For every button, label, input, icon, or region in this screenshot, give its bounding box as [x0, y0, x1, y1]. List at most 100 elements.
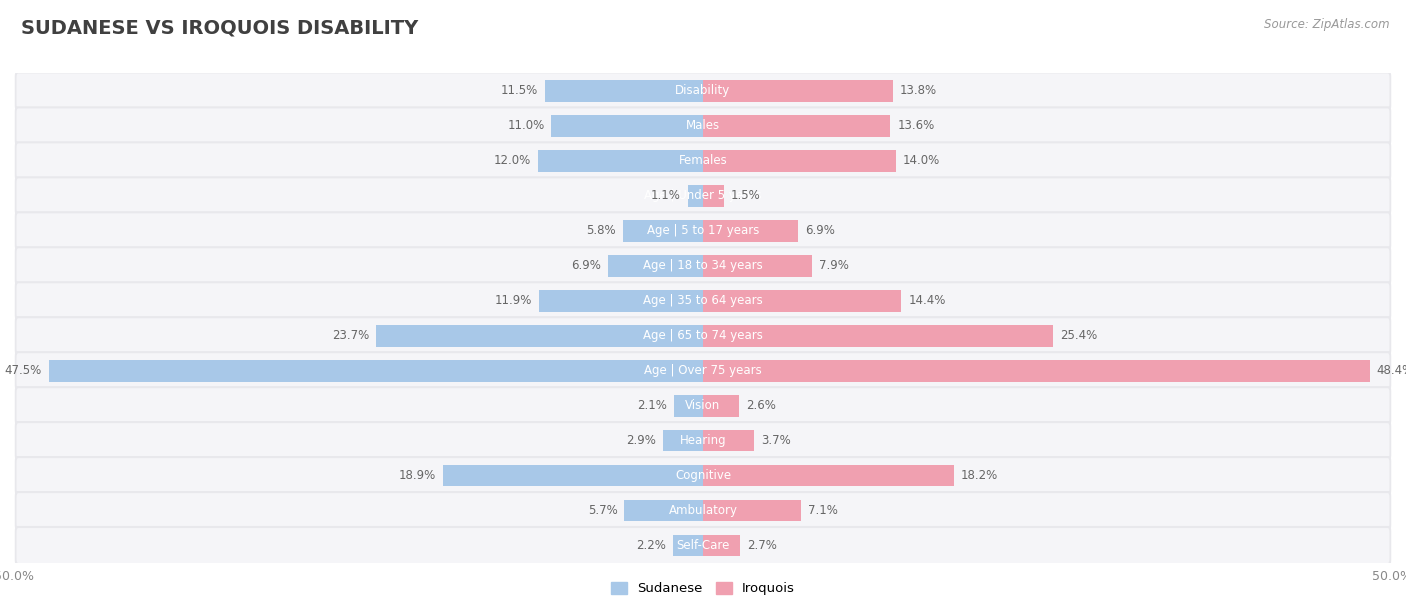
Text: 7.1%: 7.1%: [807, 504, 838, 517]
Bar: [377, 325, 703, 346]
FancyBboxPatch shape: [14, 106, 1392, 146]
FancyBboxPatch shape: [17, 423, 1389, 458]
Text: Ambulatory: Ambulatory: [668, 504, 738, 517]
Text: 13.8%: 13.8%: [900, 84, 938, 97]
Bar: [443, 465, 703, 487]
Bar: [538, 290, 703, 312]
Text: 25.4%: 25.4%: [1060, 329, 1097, 342]
FancyBboxPatch shape: [14, 141, 1392, 181]
Text: 14.4%: 14.4%: [908, 294, 946, 307]
Text: 18.9%: 18.9%: [398, 469, 436, 482]
Text: 13.6%: 13.6%: [897, 119, 935, 132]
FancyBboxPatch shape: [14, 316, 1392, 356]
FancyBboxPatch shape: [17, 318, 1389, 353]
Text: 7.9%: 7.9%: [818, 259, 849, 272]
Text: 11.0%: 11.0%: [508, 119, 544, 132]
Text: 5.8%: 5.8%: [586, 225, 616, 237]
Bar: [48, 360, 703, 381]
Bar: [703, 465, 953, 487]
Text: Source: ZipAtlas.com: Source: ZipAtlas.com: [1264, 18, 1389, 31]
FancyBboxPatch shape: [17, 108, 1389, 143]
Bar: [703, 115, 890, 136]
Text: 6.9%: 6.9%: [571, 259, 600, 272]
Text: 2.1%: 2.1%: [637, 399, 668, 412]
FancyBboxPatch shape: [17, 143, 1389, 178]
Text: 3.7%: 3.7%: [761, 434, 790, 447]
Text: 14.0%: 14.0%: [903, 154, 941, 167]
Text: 2.2%: 2.2%: [636, 539, 666, 552]
FancyBboxPatch shape: [14, 176, 1392, 215]
FancyBboxPatch shape: [17, 248, 1389, 283]
FancyBboxPatch shape: [17, 283, 1389, 318]
Legend: Sudanese, Iroquois: Sudanese, Iroquois: [606, 577, 800, 600]
FancyBboxPatch shape: [14, 281, 1392, 320]
Bar: [703, 395, 738, 417]
FancyBboxPatch shape: [14, 456, 1392, 495]
Text: 11.9%: 11.9%: [495, 294, 531, 307]
FancyBboxPatch shape: [17, 214, 1389, 248]
Text: 12.0%: 12.0%: [494, 154, 531, 167]
Bar: [703, 535, 740, 556]
Text: Age | 18 to 34 years: Age | 18 to 34 years: [643, 259, 763, 272]
Text: Age | 65 to 74 years: Age | 65 to 74 years: [643, 329, 763, 342]
Text: Age | Over 75 years: Age | Over 75 years: [644, 364, 762, 377]
Bar: [703, 430, 754, 452]
Text: Females: Females: [679, 154, 727, 167]
Bar: [537, 150, 703, 172]
Text: SUDANESE VS IROQUOIS DISABILITY: SUDANESE VS IROQUOIS DISABILITY: [21, 18, 419, 37]
Text: Hearing: Hearing: [679, 434, 727, 447]
Bar: [703, 80, 893, 102]
Bar: [544, 80, 703, 102]
Bar: [623, 220, 703, 242]
Text: Age | 35 to 64 years: Age | 35 to 64 years: [643, 294, 763, 307]
Text: Disability: Disability: [675, 84, 731, 97]
Bar: [703, 500, 801, 521]
FancyBboxPatch shape: [17, 178, 1389, 214]
FancyBboxPatch shape: [14, 386, 1392, 425]
FancyBboxPatch shape: [14, 72, 1392, 111]
Bar: [624, 500, 703, 521]
Bar: [703, 290, 901, 312]
Text: Age | Under 5 years: Age | Under 5 years: [644, 189, 762, 203]
Text: 47.5%: 47.5%: [4, 364, 42, 377]
Text: 2.9%: 2.9%: [626, 434, 657, 447]
Bar: [607, 255, 703, 277]
Text: 1.5%: 1.5%: [731, 189, 761, 203]
Bar: [703, 185, 724, 207]
Bar: [703, 220, 799, 242]
Text: 5.7%: 5.7%: [588, 504, 617, 517]
FancyBboxPatch shape: [17, 528, 1389, 563]
Text: 2.7%: 2.7%: [747, 539, 778, 552]
Text: 18.2%: 18.2%: [960, 469, 998, 482]
Text: 6.9%: 6.9%: [806, 225, 835, 237]
Text: 2.6%: 2.6%: [745, 399, 776, 412]
Bar: [703, 325, 1053, 346]
FancyBboxPatch shape: [14, 526, 1392, 565]
Bar: [673, 395, 703, 417]
FancyBboxPatch shape: [14, 246, 1392, 285]
Text: Age | 5 to 17 years: Age | 5 to 17 years: [647, 225, 759, 237]
Text: 23.7%: 23.7%: [332, 329, 370, 342]
Text: Cognitive: Cognitive: [675, 469, 731, 482]
Text: 11.5%: 11.5%: [501, 84, 537, 97]
FancyBboxPatch shape: [17, 73, 1389, 108]
FancyBboxPatch shape: [17, 353, 1389, 388]
Bar: [703, 255, 811, 277]
Text: Males: Males: [686, 119, 720, 132]
Text: Vision: Vision: [685, 399, 721, 412]
FancyBboxPatch shape: [14, 421, 1392, 460]
Bar: [688, 185, 703, 207]
FancyBboxPatch shape: [17, 493, 1389, 528]
FancyBboxPatch shape: [14, 211, 1392, 250]
Text: Self-Care: Self-Care: [676, 539, 730, 552]
Bar: [703, 150, 896, 172]
FancyBboxPatch shape: [17, 388, 1389, 423]
Bar: [703, 360, 1369, 381]
Bar: [551, 115, 703, 136]
FancyBboxPatch shape: [17, 458, 1389, 493]
Text: 48.4%: 48.4%: [1376, 364, 1406, 377]
FancyBboxPatch shape: [14, 491, 1392, 530]
Bar: [672, 535, 703, 556]
Bar: [664, 430, 703, 452]
FancyBboxPatch shape: [14, 351, 1392, 390]
